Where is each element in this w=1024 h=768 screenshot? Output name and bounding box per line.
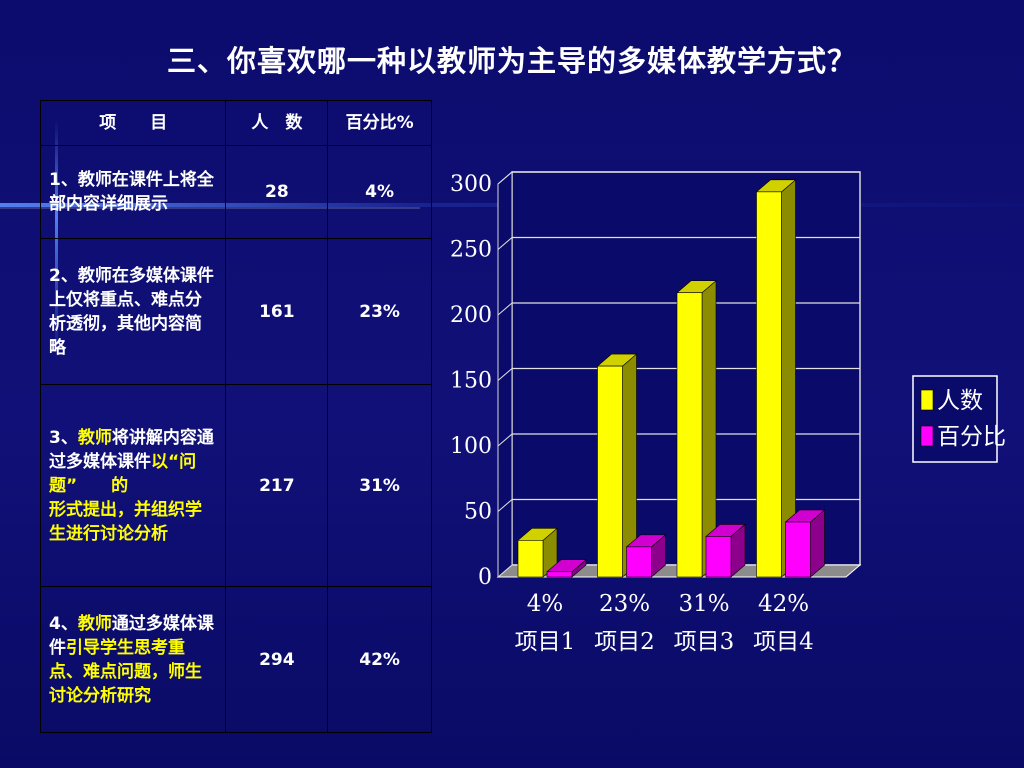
highlighted-text: 教师 [77, 427, 112, 448]
table-row: 1、教师在课件上将全部内容详细展示 28 4% [39, 145, 432, 239]
row-description: 3、教师将讲解内容通过多媒体课件以“问题” 的 形式提出，并组织学生进行讨论分析 [39, 384, 227, 587]
bar-人数-2 [597, 365, 623, 578]
y-tick-label: 250 [450, 238, 492, 263]
survey-table: 项 目 人 数 百分比% 1、教师在课件上将全部内容详细展示 28 4% 2、教… [39, 100, 432, 733]
x-tick-label: 项目2 [594, 629, 655, 655]
row-count: 217 [225, 384, 329, 587]
bar-人数-3 [676, 292, 703, 578]
x-tick-label: 项目4 [753, 629, 814, 655]
row-count: 294 [225, 586, 329, 733]
gridline-side [497, 368, 513, 381]
header-count: 人 数 [225, 100, 329, 146]
table-row: 2、教师在多媒体课件上仅将重点、难点分析透彻，其他内容简略 161 23% [39, 238, 432, 385]
gridline-side [497, 499, 513, 512]
row-percent: 23% [327, 238, 432, 385]
y-tick-label: 100 [450, 434, 492, 459]
gridline-side [497, 302, 513, 316]
gridline-side [497, 237, 513, 250]
legend-label: 百分比 [937, 424, 1006, 450]
x-tick-label: 项目3 [674, 629, 735, 655]
page-title: 三、你喜欢哪一种以教师为主导的多媒体教学方式？ [166, 44, 857, 78]
table-row: 3、教师将讲解内容通过多媒体课件以“问题” 的 形式提出，并组织学生进行讨论分析… [39, 384, 432, 587]
table-row: 4、教师通过多媒体课件引导学生思考重点、难点问题，师生讨论分析研究 294 42… [39, 586, 432, 733]
bar-百分比-4 [785, 521, 811, 578]
y-tick-label: 200 [450, 303, 492, 328]
row-description: 4、教师通过多媒体课件引导学生思考重点、难点问题，师生讨论分析研究 [39, 586, 227, 733]
row-percent: 42% [327, 586, 432, 733]
row-percent: 31% [327, 384, 432, 587]
x-tick-label: 23% [599, 591, 650, 617]
legend-label: 人数 [937, 388, 983, 414]
row-description: 1、教师在课件上将全部内容详细展示 [39, 145, 227, 239]
bar-chart: 0 50 100 150 200 250 300 4% 项目1 23% 项目2 31% 项目3 42% 项目… [450, 170, 1006, 655]
gridline-side [497, 171, 513, 185]
row-count: 161 [225, 238, 329, 385]
x-tick-label: 4% [527, 591, 564, 617]
description-text: 4、 [49, 613, 78, 634]
legend-swatch [920, 425, 934, 447]
row-percent: 4% [327, 145, 432, 239]
y-tick-label: 50 [464, 500, 492, 525]
row-count: 28 [225, 145, 329, 239]
bar-百分比-2 [626, 546, 652, 578]
gridline-side [497, 433, 513, 447]
highlighted-text: 教师 [77, 613, 112, 634]
table-header-row: 项 目 人 数 百分比% [39, 100, 432, 146]
description-text: 1、教师在课件上将全部内容详细展示 [49, 170, 214, 214]
x-tick-label: 项目1 [515, 629, 576, 655]
y-tick-label: 150 [450, 369, 492, 394]
row-description: 2、教师在多媒体课件上仅将重点、难点分析透彻，其他内容简略 [39, 238, 227, 385]
y-tick-label: 0 [478, 565, 492, 590]
x-tick-label: 42% [758, 591, 809, 617]
y-tick-label: 300 [450, 172, 492, 197]
highlighted-text: 以“问题” 的 形式提出，并组织学生进行讨论分析 [49, 451, 202, 544]
bar-人数-1 [517, 540, 544, 578]
description-text: 2、教师在多媒体课件上仅将重点、难点分析透彻，其他内容简略 [49, 265, 214, 358]
header-item: 项 目 [39, 100, 227, 146]
description-text: 3、 [49, 427, 78, 448]
bar-百分比-3 [705, 536, 732, 578]
description-text: 将讲解内容通过多媒体课件 [49, 427, 214, 472]
bar-百分比-1 [546, 571, 573, 578]
highlighted-text: 引导学生思考重点、难点问题，师生讨论分析研究 [49, 637, 202, 706]
header-percent: 百分比% [327, 100, 432, 146]
description-text: 通过多媒体课件 [49, 613, 214, 658]
x-tick-label: 31% [678, 591, 729, 617]
legend-swatch [920, 389, 934, 411]
bar-人数-4 [756, 191, 782, 578]
